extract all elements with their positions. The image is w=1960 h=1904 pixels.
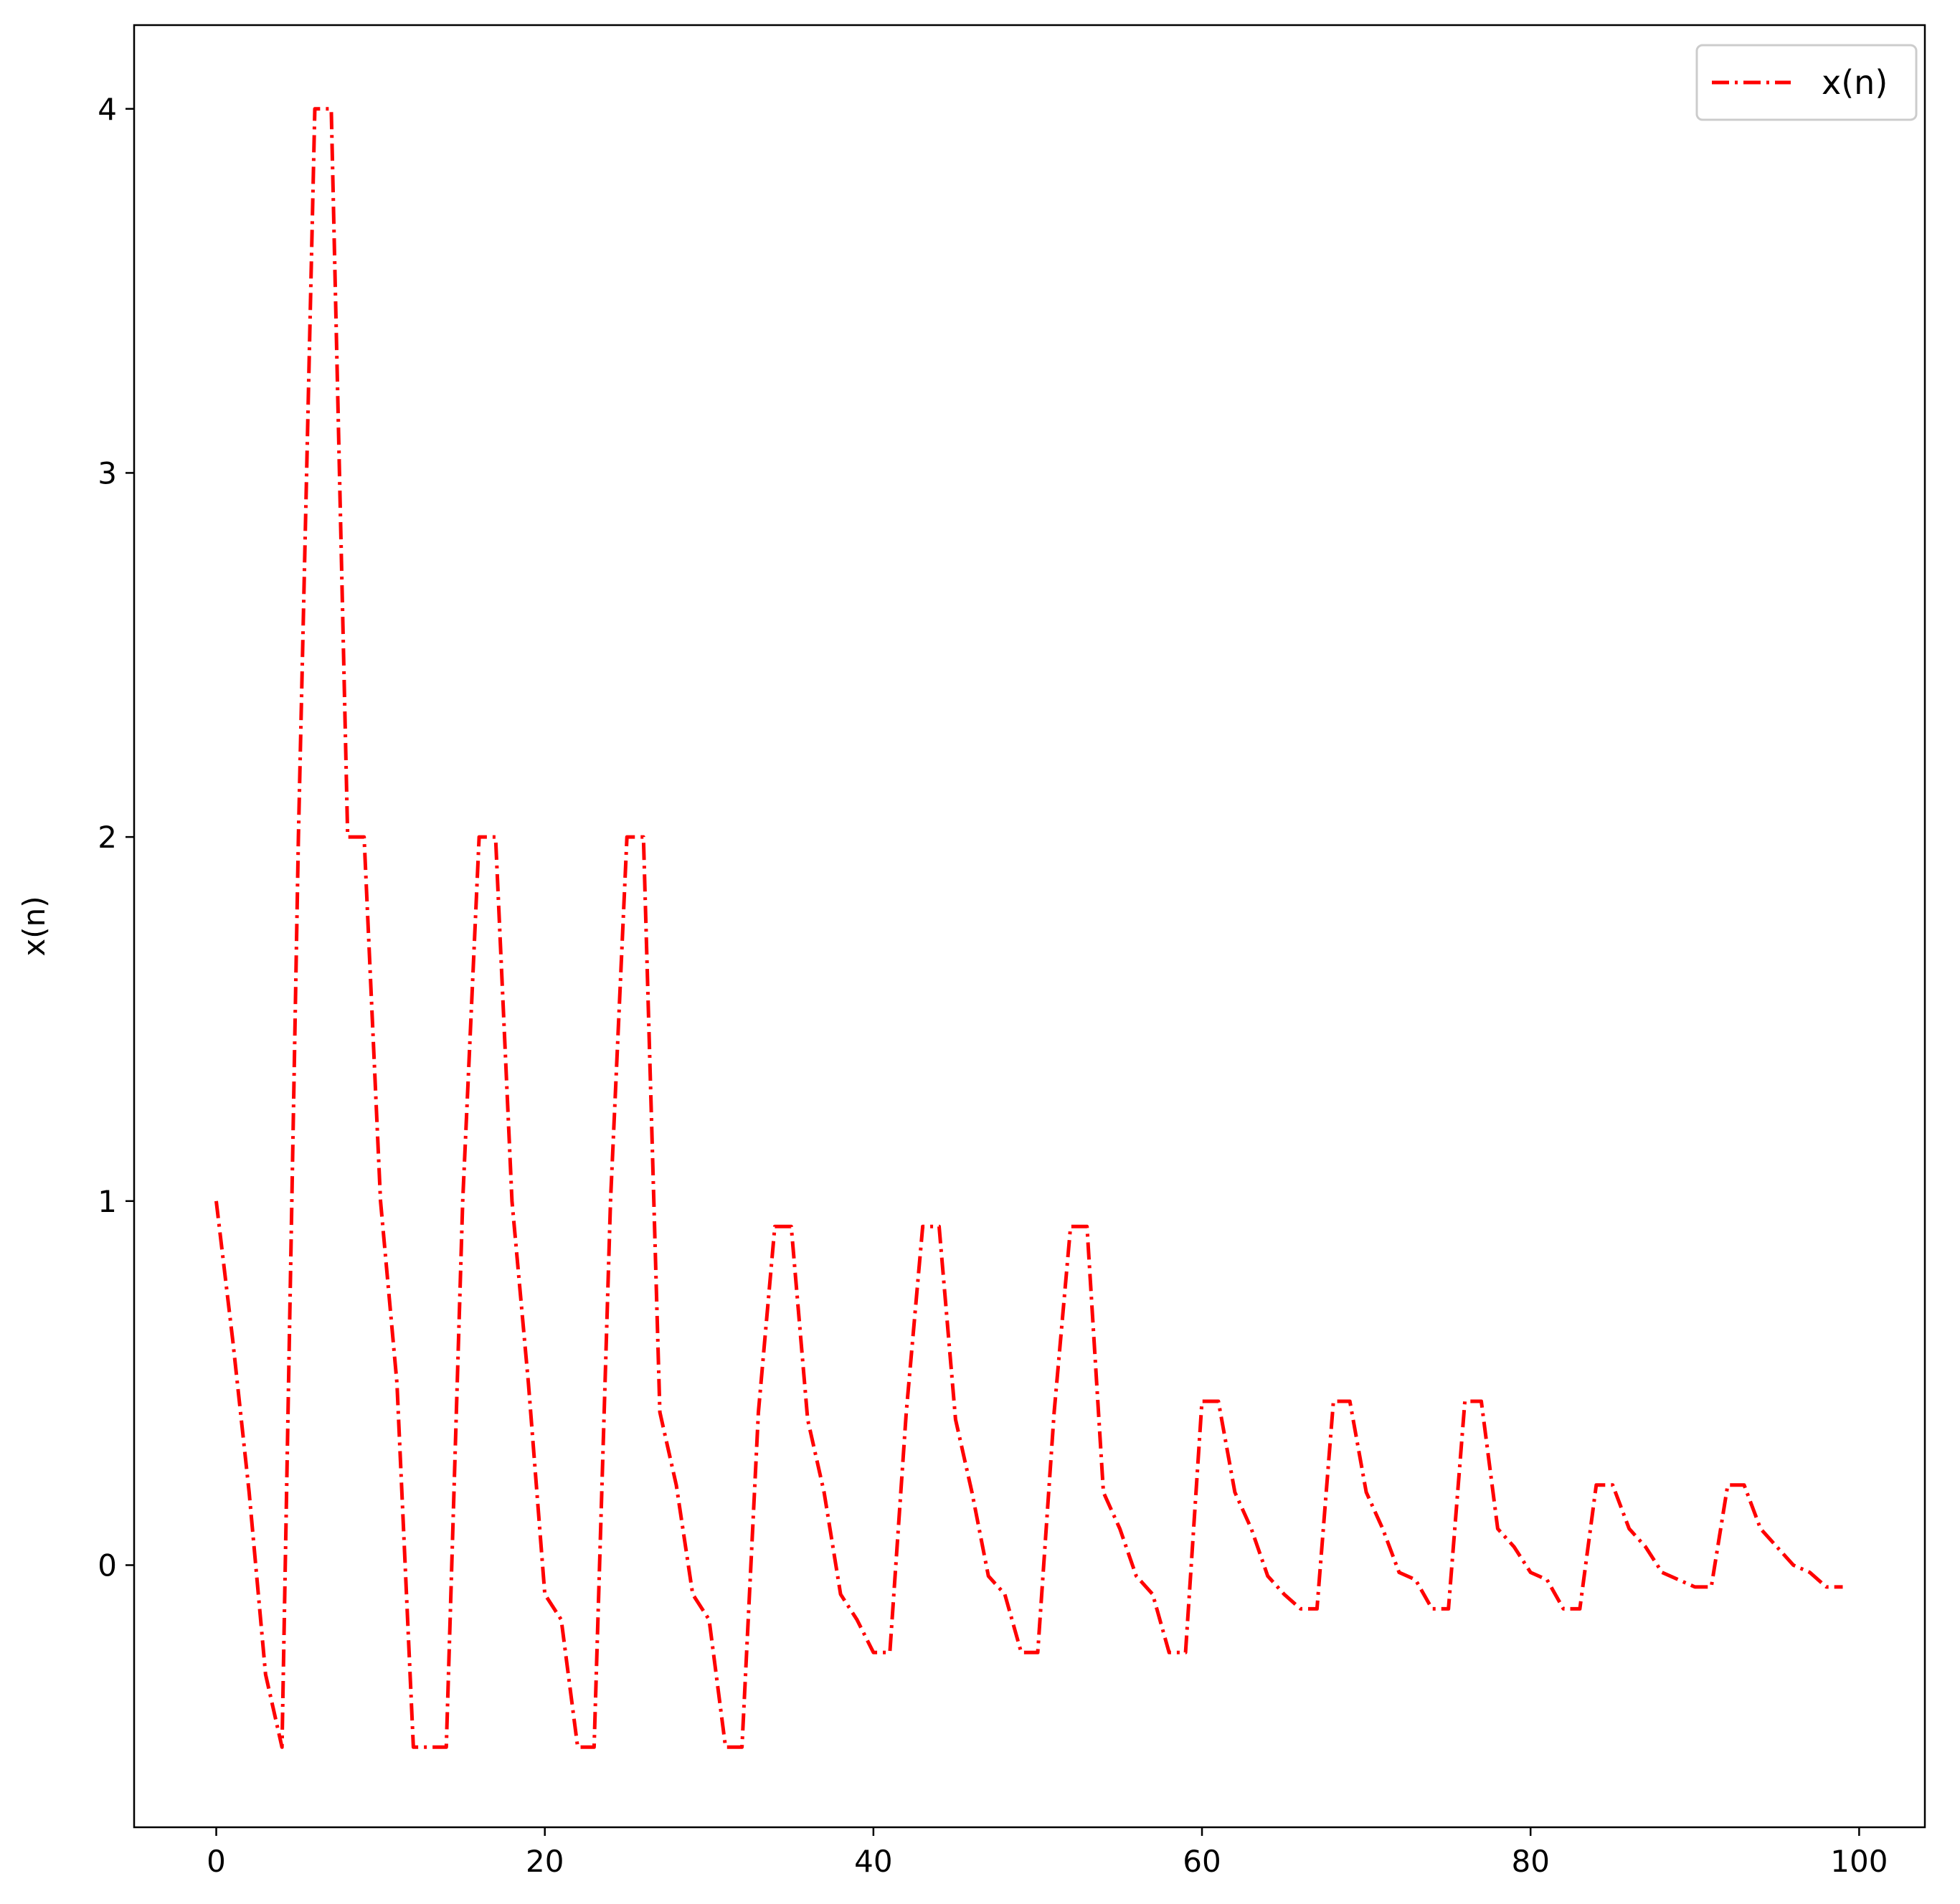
y-tick-label: 4 — [98, 92, 117, 127]
plot-layer — [214, 107, 1843, 1749]
y-axis-label: x(n) — [16, 896, 52, 956]
legend-box — [1695, 44, 1918, 121]
y-tick-label: 0 — [98, 1548, 117, 1583]
y-tick-label: 2 — [98, 820, 117, 855]
legend: x(n) — [1695, 44, 1918, 121]
y-tick-label: 3 — [98, 455, 117, 491]
x-tick-label: 0 — [207, 1844, 226, 1879]
y-tick-label: 1 — [98, 1184, 117, 1219]
x-tick-label: 40 — [854, 1844, 892, 1879]
x-tick-label: 100 — [1830, 1844, 1888, 1879]
x-tick-label: 80 — [1511, 1844, 1549, 1879]
x-tick-label: 20 — [526, 1844, 564, 1879]
series-line-xn — [214, 107, 1843, 1749]
tick-layer: 0 20 40 60 80 100 0 1 2 3 4 — [98, 92, 1888, 1879]
x-tick-label: 60 — [1183, 1844, 1221, 1879]
axes-frame — [133, 24, 1926, 1829]
legend-label: x(n) — [1822, 63, 1888, 102]
